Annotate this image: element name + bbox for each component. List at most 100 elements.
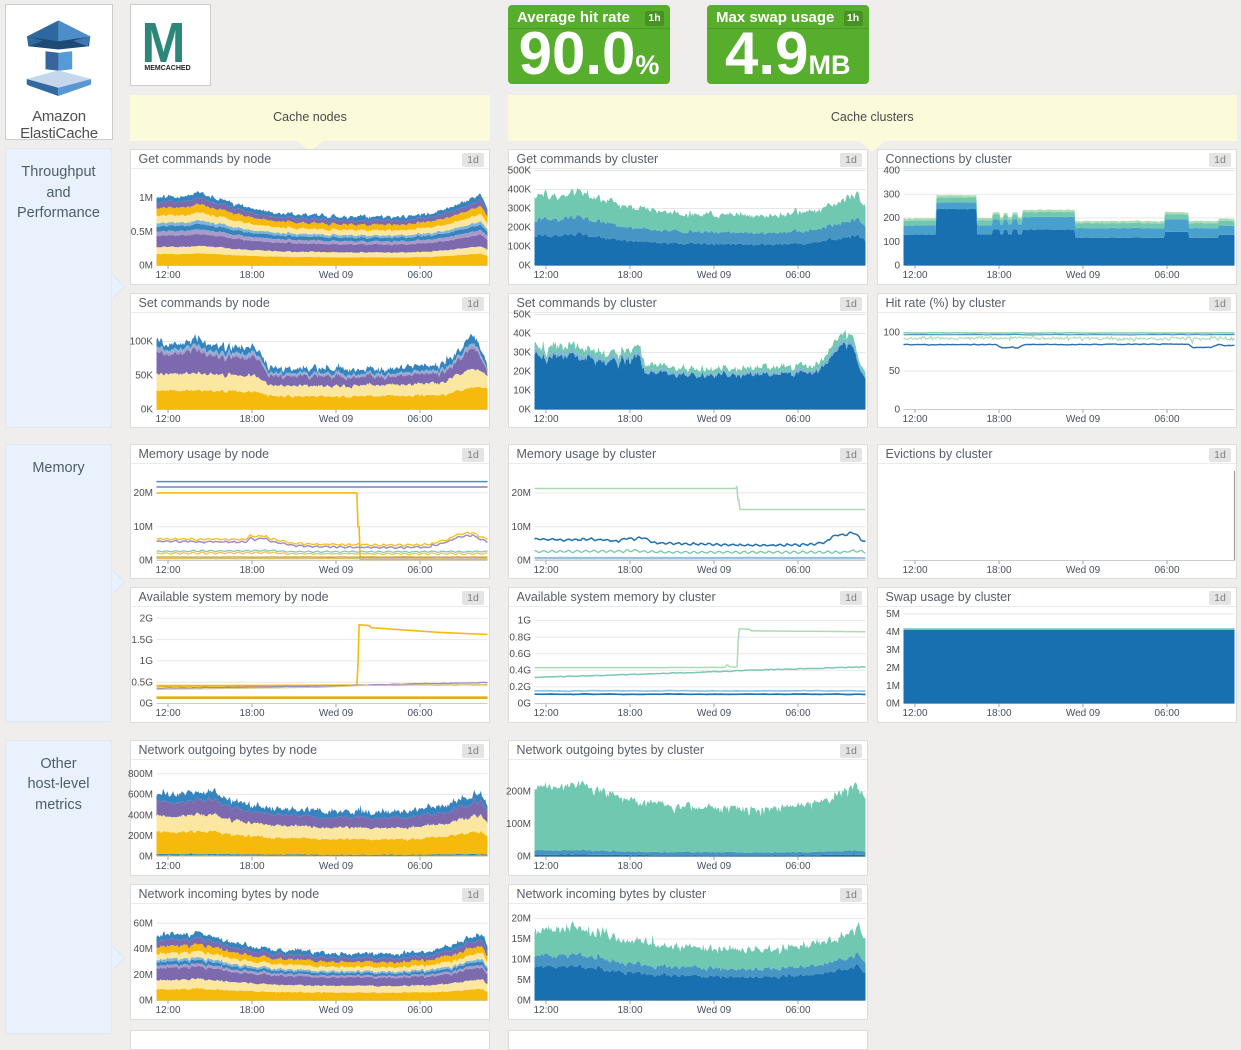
svg-text:1.5G: 1.5G bbox=[131, 635, 153, 646]
svg-text:06:00: 06:00 bbox=[785, 565, 810, 576]
svg-text:06:00: 06:00 bbox=[407, 1005, 432, 1016]
svg-text:18:00: 18:00 bbox=[239, 270, 264, 281]
svg-text:400K: 400K bbox=[507, 185, 531, 196]
svg-text:06:00: 06:00 bbox=[1154, 565, 1179, 576]
svg-text:Wed 09: Wed 09 bbox=[318, 708, 353, 719]
svg-text:2M: 2M bbox=[886, 663, 900, 674]
svg-text:0M: 0M bbox=[139, 261, 153, 272]
svg-text:200M: 200M bbox=[505, 787, 530, 798]
svg-text:0.2G: 0.2G bbox=[509, 682, 531, 693]
svg-text:12:00: 12:00 bbox=[902, 565, 927, 576]
svg-text:10M: 10M bbox=[133, 521, 152, 532]
svg-text:300K: 300K bbox=[507, 204, 531, 215]
svg-text:18:00: 18:00 bbox=[986, 565, 1011, 576]
svg-text:200: 200 bbox=[883, 213, 900, 224]
svg-text:20K: 20K bbox=[513, 366, 531, 377]
svg-text:Wed 09: Wed 09 bbox=[318, 565, 353, 576]
svg-text:0K: 0K bbox=[518, 261, 531, 272]
svg-text:18:00: 18:00 bbox=[239, 565, 264, 576]
svg-text:18:00: 18:00 bbox=[986, 708, 1011, 719]
svg-text:06:00: 06:00 bbox=[785, 861, 810, 872]
svg-text:300: 300 bbox=[883, 189, 900, 200]
svg-text:18:00: 18:00 bbox=[986, 270, 1011, 281]
svg-text:18:00: 18:00 bbox=[239, 708, 264, 719]
svg-text:0.5G: 0.5G bbox=[131, 677, 153, 688]
svg-text:06:00: 06:00 bbox=[1154, 414, 1179, 425]
svg-text:06:00: 06:00 bbox=[785, 708, 810, 719]
svg-text:1M: 1M bbox=[886, 681, 900, 692]
svg-text:18:00: 18:00 bbox=[239, 414, 264, 425]
svg-text:06:00: 06:00 bbox=[785, 414, 810, 425]
svg-text:0.4G: 0.4G bbox=[509, 666, 531, 677]
svg-text:10M: 10M bbox=[511, 955, 530, 966]
svg-text:12:00: 12:00 bbox=[533, 270, 558, 281]
svg-text:10M: 10M bbox=[511, 521, 530, 532]
svg-text:100: 100 bbox=[883, 237, 900, 248]
svg-text:Wed 09: Wed 09 bbox=[1065, 270, 1100, 281]
svg-text:500K: 500K bbox=[507, 166, 531, 177]
svg-text:Wed 09: Wed 09 bbox=[696, 1005, 731, 1016]
svg-text:06:00: 06:00 bbox=[407, 861, 432, 872]
svg-text:18:00: 18:00 bbox=[239, 861, 264, 872]
svg-text:0: 0 bbox=[894, 261, 900, 272]
svg-text:06:00: 06:00 bbox=[785, 1005, 810, 1016]
svg-text:Wed 09: Wed 09 bbox=[696, 861, 731, 872]
svg-text:400: 400 bbox=[883, 166, 900, 177]
svg-text:0M: 0M bbox=[886, 699, 900, 710]
svg-text:12:00: 12:00 bbox=[902, 708, 927, 719]
svg-text:12:00: 12:00 bbox=[902, 414, 927, 425]
svg-text:0M: 0M bbox=[517, 996, 531, 1007]
svg-text:12:00: 12:00 bbox=[533, 1005, 558, 1016]
svg-text:Wed 09: Wed 09 bbox=[318, 861, 353, 872]
svg-text:0M: 0M bbox=[517, 852, 531, 863]
svg-text:0.5M: 0.5M bbox=[130, 227, 152, 238]
svg-text:40K: 40K bbox=[513, 328, 531, 339]
svg-text:12:00: 12:00 bbox=[533, 861, 558, 872]
svg-text:3M: 3M bbox=[886, 645, 900, 656]
svg-text:0M: 0M bbox=[139, 555, 153, 566]
svg-text:Wed 09: Wed 09 bbox=[696, 565, 731, 576]
svg-text:06:00: 06:00 bbox=[1154, 708, 1179, 719]
svg-text:18:00: 18:00 bbox=[239, 1005, 264, 1016]
svg-text:12:00: 12:00 bbox=[155, 270, 180, 281]
svg-text:12:00: 12:00 bbox=[902, 270, 927, 281]
svg-text:0G: 0G bbox=[139, 699, 153, 710]
svg-text:18:00: 18:00 bbox=[617, 861, 642, 872]
svg-text:100K: 100K bbox=[507, 242, 531, 253]
svg-text:06:00: 06:00 bbox=[407, 270, 432, 281]
svg-text:0.6G: 0.6G bbox=[509, 649, 531, 660]
svg-text:1G: 1G bbox=[517, 616, 531, 627]
svg-text:Wed 09: Wed 09 bbox=[696, 270, 731, 281]
svg-text:18:00: 18:00 bbox=[617, 414, 642, 425]
svg-text:100: 100 bbox=[883, 327, 900, 338]
svg-text:Wed 09: Wed 09 bbox=[696, 708, 731, 719]
svg-text:800M: 800M bbox=[127, 769, 152, 780]
svg-text:06:00: 06:00 bbox=[407, 708, 432, 719]
svg-text:18:00: 18:00 bbox=[617, 708, 642, 719]
svg-text:0M: 0M bbox=[517, 555, 531, 566]
svg-text:12:00: 12:00 bbox=[533, 414, 558, 425]
svg-text:12:00: 12:00 bbox=[155, 414, 180, 425]
svg-text:20M: 20M bbox=[511, 488, 530, 499]
svg-text:0.8G: 0.8G bbox=[509, 632, 531, 643]
svg-text:1M: 1M bbox=[139, 193, 153, 204]
svg-text:12:00: 12:00 bbox=[155, 861, 180, 872]
svg-text:Wed 09: Wed 09 bbox=[1065, 708, 1100, 719]
svg-text:18:00: 18:00 bbox=[617, 1005, 642, 1016]
svg-text:200M: 200M bbox=[127, 831, 152, 842]
svg-text:12:00: 12:00 bbox=[155, 708, 180, 719]
svg-text:10K: 10K bbox=[513, 385, 531, 396]
svg-text:18:00: 18:00 bbox=[617, 565, 642, 576]
svg-text:0K: 0K bbox=[140, 404, 153, 415]
svg-text:100M: 100M bbox=[505, 819, 530, 830]
svg-text:18:00: 18:00 bbox=[986, 414, 1011, 425]
svg-text:30K: 30K bbox=[513, 347, 531, 358]
svg-text:Wed 09: Wed 09 bbox=[696, 414, 731, 425]
svg-text:0K: 0K bbox=[518, 404, 531, 415]
svg-text:Wed 09: Wed 09 bbox=[318, 1005, 353, 1016]
svg-text:2G: 2G bbox=[139, 614, 153, 625]
svg-text:100K: 100K bbox=[129, 336, 153, 347]
svg-text:0M: 0M bbox=[139, 852, 153, 863]
svg-text:5M: 5M bbox=[517, 975, 531, 986]
svg-text:06:00: 06:00 bbox=[407, 565, 432, 576]
